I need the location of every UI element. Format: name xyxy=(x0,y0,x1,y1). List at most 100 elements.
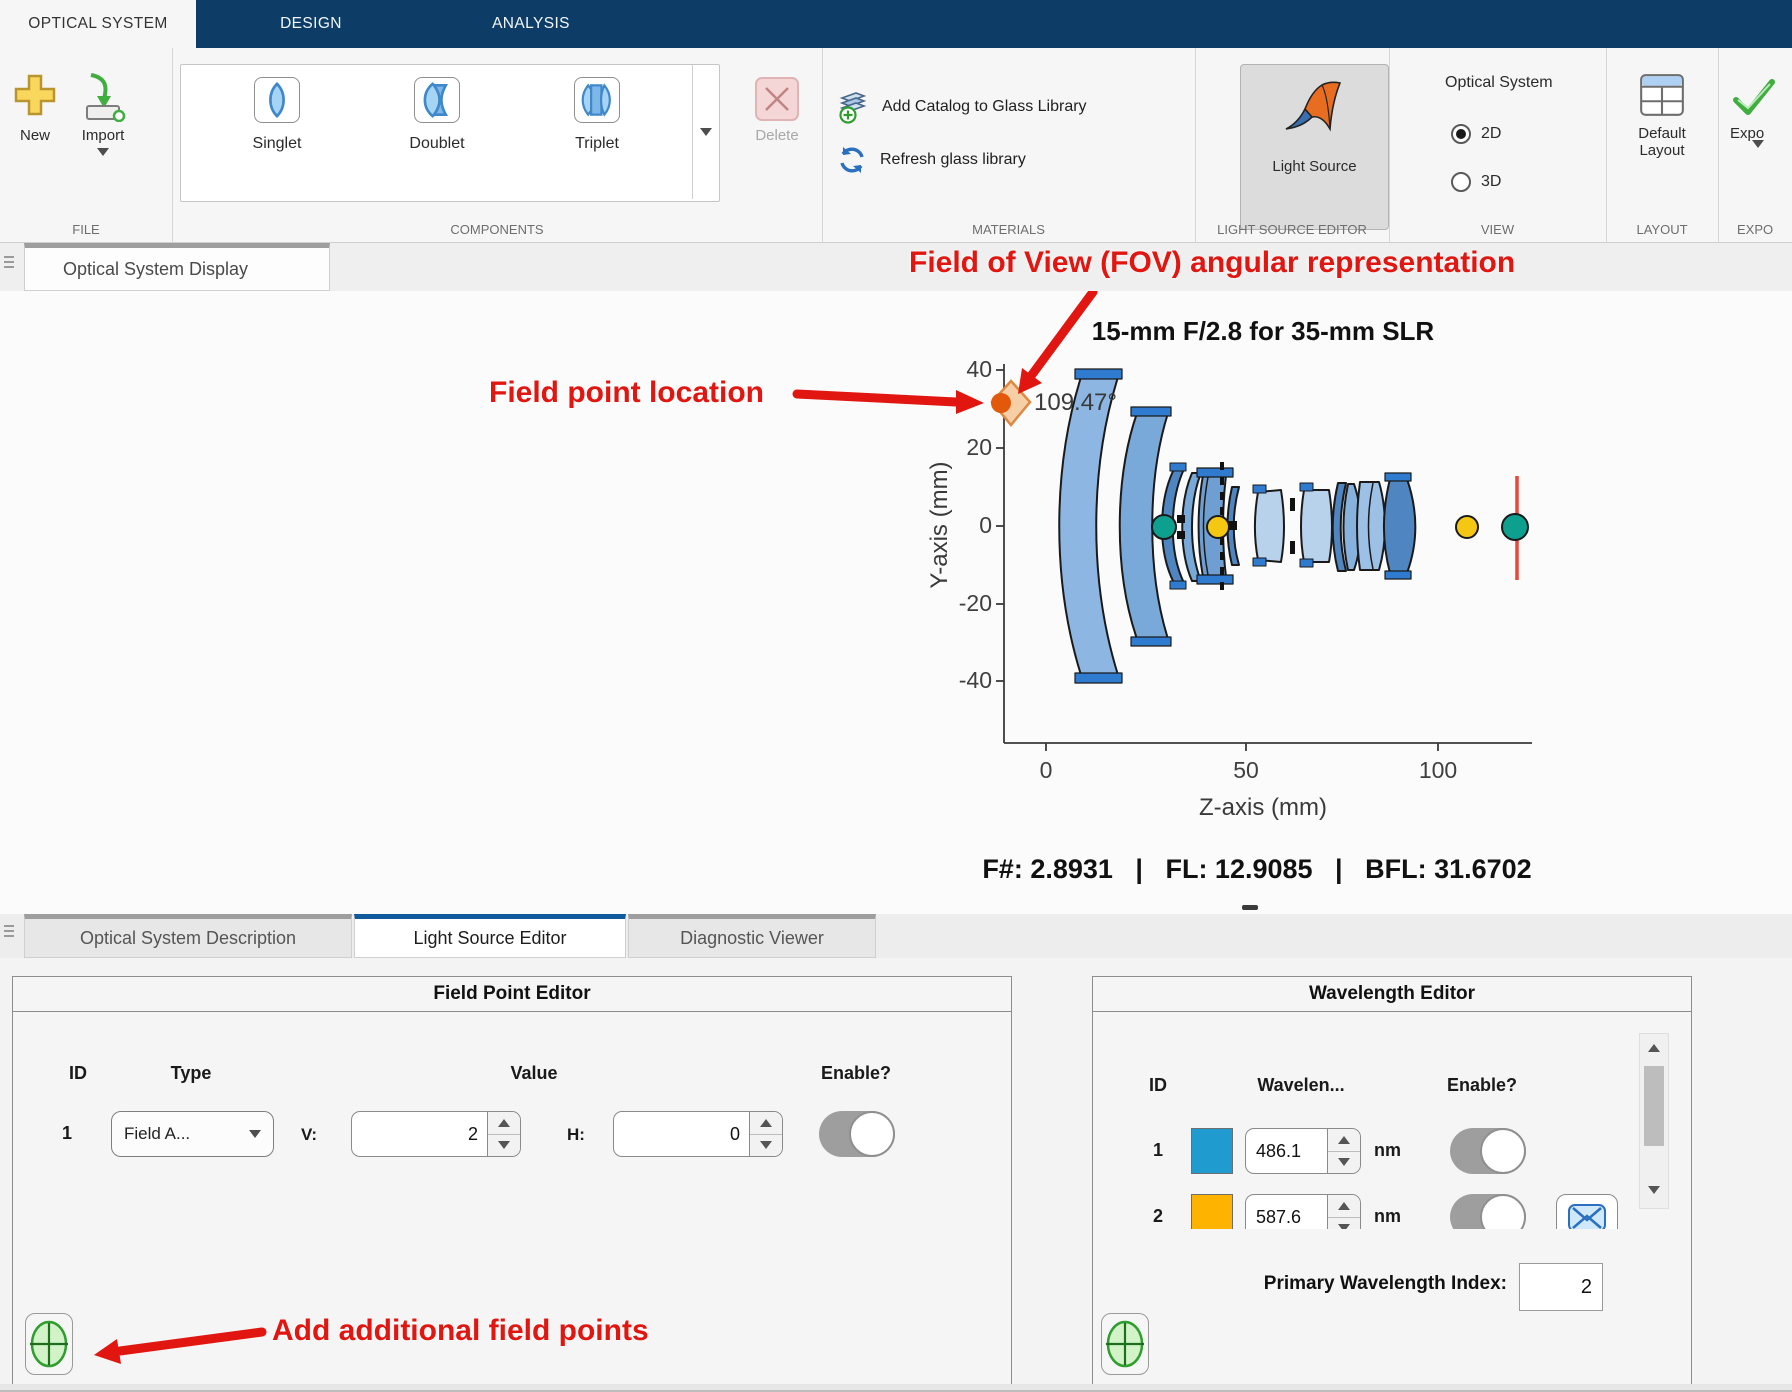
ribbon-tab-design[interactable]: DESIGN xyxy=(196,0,426,48)
gallery-item-singlet[interactable]: Singlet xyxy=(217,77,337,153)
wavelength-value: 587.6 xyxy=(1256,1206,1302,1227)
tab-optical-system-display[interactable]: Optical System Display xyxy=(24,243,330,291)
refresh-library-button[interactable]: Refresh glass library xyxy=(836,144,1026,176)
lens-summary-readout: F#: 2.8931 | FL: 12.9085 | BFL: 31.6702 xyxy=(982,854,1532,884)
wavelength-rows-viewport: 1 486.1 nm 2 587.6 nm xyxy=(1094,1017,1628,1229)
h-value-spinner[interactable]: 0 xyxy=(613,1111,783,1157)
field-point-marker[interactable] xyxy=(991,393,1011,413)
gallery-item-triplet[interactable]: Triplet xyxy=(537,77,657,153)
section-label-file: FILE xyxy=(72,222,100,237)
v-value-spinner[interactable]: 2 xyxy=(351,1111,521,1157)
scroll-down-icon[interactable] xyxy=(1648,1186,1660,1194)
field-type-dropdown[interactable]: Field A... xyxy=(111,1111,274,1157)
field-point-editor-title: Field Point Editor xyxy=(13,977,1011,1012)
x-tick-50: 50 xyxy=(1233,757,1259,783)
add-field-point-button[interactable] xyxy=(25,1313,73,1375)
spinner-buttons[interactable] xyxy=(487,1112,520,1156)
spinner-buttons[interactable] xyxy=(1327,1129,1360,1173)
add-catalog-icon xyxy=(839,92,867,124)
wavelength-scrollbar[interactable] xyxy=(1639,1033,1669,1209)
wavelength-spinner[interactable]: 486.1 xyxy=(1245,1128,1361,1174)
tab-label: Diagnostic Viewer xyxy=(680,927,824,948)
default-layout-button[interactable]: Default Layout xyxy=(1606,70,1718,159)
light-source-editor-panel: Field Point Editor ID Type Value Enable?… xyxy=(0,958,1792,1392)
wavelength-unit: nm xyxy=(1374,1206,1401,1226)
components-gallery: Singlet Doublet Triplet xyxy=(180,64,720,202)
export-button[interactable]: Expo xyxy=(1730,74,1792,166)
gallery-item-doublet[interactable]: Doublet xyxy=(377,77,497,153)
add-catalog-label: Add Catalog to Glass Library xyxy=(882,98,1087,115)
scroll-up-icon[interactable] xyxy=(1648,1044,1660,1052)
window-bottom-border xyxy=(0,1390,1792,1392)
tab-diagnostic-viewer[interactable]: Diagnostic Viewer xyxy=(628,914,876,958)
ribbon-tab-bar: OPTICAL SYSTEM DESIGN ANALYSIS xyxy=(0,0,1792,48)
ribbon-tab-analysis[interactable]: ANALYSIS xyxy=(426,0,636,48)
annotation-add-field-points: Add additional field points xyxy=(272,1314,649,1347)
h-label: H: xyxy=(567,1125,585,1144)
field-point-editor-box: Field Point Editor ID Type Value Enable?… xyxy=(12,976,1012,1386)
toolbar-section-components: Singlet Doublet Triplet xyxy=(172,48,823,242)
column-header-wavelength: Wavelen... xyxy=(1257,1075,1345,1095)
wavelength-unit: nm xyxy=(1374,1140,1401,1160)
panel-grip-handle[interactable] xyxy=(4,253,16,271)
export-button-label: Expo xyxy=(1730,125,1765,142)
wavelength-row-id: 1 xyxy=(1152,1140,1164,1160)
y-axis-label: Y-axis (mm) xyxy=(926,461,953,589)
section-label-export: EXPO xyxy=(1737,222,1774,237)
spinner-buttons[interactable] xyxy=(749,1112,782,1156)
tab-label: Optical System Display xyxy=(63,258,249,279)
teal-pupil-marker xyxy=(1151,514,1177,540)
new-button[interactable]: New xyxy=(6,72,64,144)
x-tick-100: 100 xyxy=(1418,757,1458,783)
tab-label: Optical System Description xyxy=(79,927,297,948)
radio-2d-label: 2D xyxy=(1481,125,1502,142)
light-source-button[interactable]: Light Source xyxy=(1240,64,1389,230)
radio-2d[interactable]: 2D xyxy=(1451,124,1501,144)
refresh-icon xyxy=(840,147,864,173)
wavelength-value: 486.1 xyxy=(1256,1140,1302,1161)
wavelength-enable-toggle[interactable] xyxy=(1450,1194,1526,1229)
wavelength-enable-toggle[interactable] xyxy=(1450,1128,1526,1174)
annotation-arrows xyxy=(792,291,1098,414)
field-point-enable-toggle[interactable] xyxy=(819,1111,895,1157)
splitter-handle[interactable] xyxy=(1242,905,1258,910)
gallery-dropdown-button[interactable] xyxy=(692,65,719,199)
wavelength-spinner[interactable]: 587.6 xyxy=(1245,1194,1361,1229)
delete-button-label: Delete xyxy=(755,127,799,144)
gallery-dropdown-icon xyxy=(700,128,712,136)
toolbar-section-view: Optical System 2D 3D VIEW xyxy=(1389,48,1607,242)
wavelength-row-id: 2 xyxy=(1152,1206,1164,1226)
spinner-buttons[interactable] xyxy=(1327,1195,1360,1229)
x-axis-label: Z-axis (mm) xyxy=(1199,794,1327,821)
toolbar-section-layout: Default Layout LAYOUT xyxy=(1606,48,1719,242)
doublet-lens-icon xyxy=(423,82,449,118)
remove-wavelength-button[interactable] xyxy=(1556,1194,1618,1229)
import-button[interactable]: Import xyxy=(70,72,136,156)
layout-grid-icon xyxy=(1640,74,1684,116)
window-bottom-edge xyxy=(0,1384,1792,1390)
ribbon-tab-optical-system[interactable]: OPTICAL SYSTEM xyxy=(0,0,196,48)
tab-optical-system-description[interactable]: Optical System Description xyxy=(24,914,352,958)
wavelength-editor-box: Wavelength Editor ID Wavelen... Enable? … xyxy=(1092,976,1692,1386)
radio-3d[interactable]: 3D xyxy=(1451,172,1501,192)
add-wavelength-button[interactable] xyxy=(1101,1313,1149,1375)
wavelength-color-swatch[interactable] xyxy=(1191,1194,1233,1229)
column-header-type: Type xyxy=(170,1063,212,1083)
gallery-item-label: Singlet xyxy=(252,135,302,152)
dropdown-arrow-icon xyxy=(249,1130,261,1138)
primary-wavelength-value: 2 xyxy=(1580,1275,1592,1298)
wavelength-color-swatch[interactable] xyxy=(1191,1128,1233,1174)
primary-wavelength-input[interactable]: 2 xyxy=(1519,1263,1603,1311)
scrollbar-thumb[interactable] xyxy=(1644,1066,1664,1146)
section-label-view: VIEW xyxy=(1480,222,1515,237)
radio-2d-icon xyxy=(1451,124,1471,144)
delete-button[interactable]: Delete xyxy=(742,76,812,144)
wavelength-editor-title: Wavelength Editor xyxy=(1093,977,1691,1012)
tab-light-source-editor[interactable]: Light Source Editor xyxy=(354,914,626,958)
panel-grip-handle[interactable] xyxy=(4,922,16,940)
tab-label: Light Source Editor xyxy=(413,927,567,948)
toolbar: New Import FILE S xyxy=(0,48,1792,243)
field-point-row-id: 1 xyxy=(61,1123,73,1143)
toolbar-section-materials: Add Catalog to Glass Library Refresh gla… xyxy=(822,48,1196,242)
add-catalog-button[interactable]: Add Catalog to Glass Library xyxy=(836,90,1087,124)
